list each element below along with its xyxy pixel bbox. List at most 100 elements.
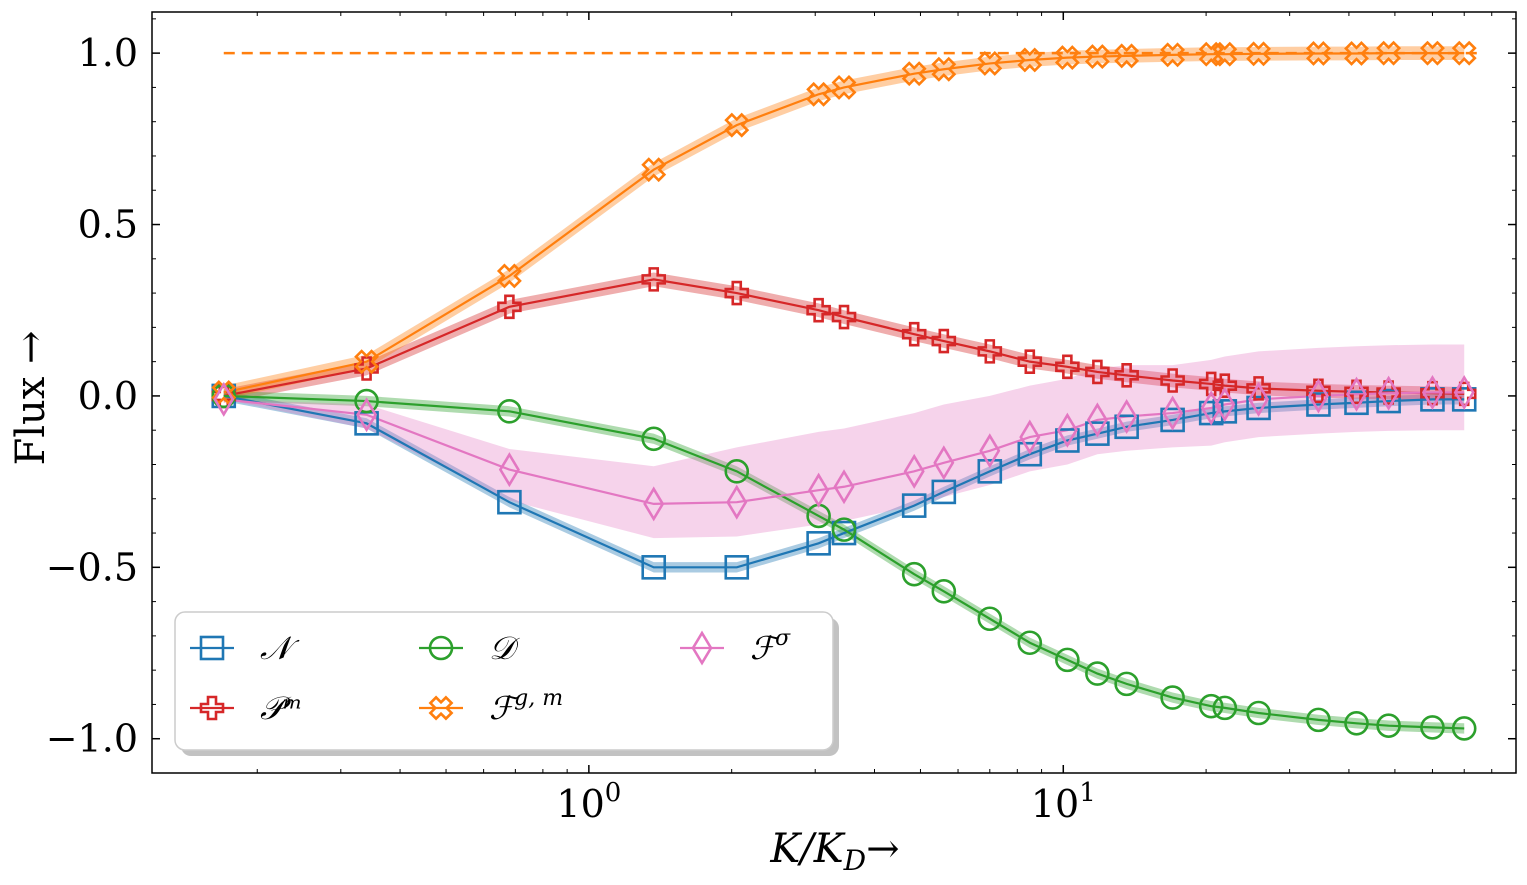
band-series-1 — [223, 272, 1465, 403]
point-series-1 — [724, 280, 750, 306]
point-series-1 — [1451, 381, 1477, 407]
point-series-1 — [977, 339, 1003, 364]
point-series-2 — [724, 459, 750, 484]
point-series-0 — [1212, 399, 1238, 424]
point-series-4 — [1162, 395, 1184, 431]
x-tick-label: 100 — [556, 778, 621, 826]
point-series-0 — [1306, 392, 1331, 417]
point-series-2 — [1306, 707, 1331, 733]
point-series-2 — [1376, 713, 1401, 738]
point-series-1 — [1160, 368, 1185, 393]
x-tick-base: 10 — [556, 782, 604, 826]
point-series-3 — [1084, 44, 1110, 70]
y-tick-label: 0.5 — [78, 203, 138, 247]
legend-marker-2 — [428, 635, 454, 661]
x-axis-label-subscript: D — [843, 844, 866, 877]
point-series-0 — [977, 459, 1003, 484]
point-series-2 — [1451, 716, 1477, 741]
point-series-3 — [977, 50, 1003, 76]
x-tick-exponent: 1 — [1079, 778, 1096, 808]
point-series-3 — [1376, 40, 1402, 66]
y-axis-label: Flux → — [8, 330, 54, 465]
point-series-4 — [1019, 419, 1041, 455]
x-axis-label: K/KD→ — [769, 826, 899, 877]
legend-marker-0 — [199, 635, 225, 661]
point-series-1 — [497, 294, 522, 320]
point-series-4 — [1086, 402, 1108, 438]
point-series-3 — [1160, 42, 1186, 68]
point-series-3 — [931, 56, 957, 82]
point-series-4 — [903, 453, 925, 489]
point-series-0 — [1017, 441, 1043, 467]
x-axis-label-arrow: → — [866, 826, 900, 872]
point-series-3 — [1198, 41, 1224, 67]
point-series-3 — [1054, 45, 1080, 71]
point-series-4 — [498, 452, 520, 488]
y-tick-label: 0.0 — [78, 374, 138, 418]
point-series-0 — [1420, 387, 1445, 412]
point-series-0 — [641, 555, 667, 580]
x-axis-label-main: K/K — [769, 826, 845, 872]
point-series-4 — [1345, 376, 1368, 412]
point-series-3 — [641, 157, 667, 183]
point-series-2 — [1212, 695, 1238, 721]
point-series-1 — [1017, 349, 1043, 374]
point-series-3 — [724, 112, 750, 138]
band-series-4 — [223, 344, 1465, 539]
point-series-1 — [354, 356, 379, 381]
point-series-3 — [1420, 40, 1445, 66]
point-series-0 — [931, 479, 957, 505]
point-series-4 — [1214, 386, 1236, 423]
point-series-0 — [806, 531, 831, 556]
point-series-2 — [1017, 630, 1043, 656]
point-series-0 — [1055, 428, 1080, 453]
legend-label-superscript: g, m — [514, 686, 563, 711]
axis-ticks — [152, 12, 1517, 773]
legend-marker-4 — [691, 630, 713, 666]
point-series-4 — [1453, 374, 1475, 411]
y-tick-label: −0.5 — [46, 545, 138, 589]
point-series-4 — [726, 484, 748, 520]
point-series-1 — [931, 328, 957, 354]
point-series-2 — [1160, 685, 1185, 710]
point-series-1 — [641, 267, 667, 292]
point-series-2 — [641, 426, 667, 452]
band-series-3 — [223, 46, 1465, 400]
point-series-3 — [831, 74, 857, 100]
point-series-2 — [1198, 693, 1224, 719]
point-series-2 — [977, 606, 1003, 632]
point-series-3 — [1305, 41, 1331, 66]
point-series-0 — [1451, 387, 1477, 412]
point-series-0 — [1160, 407, 1185, 433]
point-series-2 — [1055, 647, 1080, 673]
point-series-4 — [1307, 378, 1329, 414]
point-series-0 — [724, 555, 750, 580]
point-series-2 — [1420, 715, 1445, 740]
point-series-4 — [1248, 381, 1270, 417]
y-tick-label: −1.0 — [46, 717, 138, 761]
legend-box — [174, 611, 834, 751]
point-series-0 — [1246, 395, 1271, 421]
point-series-4 — [1056, 412, 1078, 448]
point-series-4 — [933, 445, 955, 481]
line-series-1 — [223, 278, 1465, 398]
point-series-3 — [496, 263, 522, 289]
x-tick-base: 10 — [1031, 782, 1079, 826]
x-tick-label: 101 — [1031, 778, 1096, 826]
point-series-2 — [901, 561, 927, 587]
point-series-3 — [1114, 43, 1140, 69]
series-lines — [223, 52, 1465, 730]
legend-label-1: 𝒫ᵐ — [260, 689, 303, 727]
point-series-3 — [1212, 41, 1238, 67]
point-series-1 — [806, 297, 831, 323]
legend-label-superscript: σ — [775, 626, 791, 651]
y-tick-label: 1.0 — [78, 31, 138, 75]
point-series-3 — [1246, 41, 1272, 67]
point-series-0 — [1376, 388, 1401, 414]
point-series-1 — [1055, 354, 1080, 380]
line-series-3 — [223, 52, 1465, 394]
point-series-4 — [643, 486, 665, 522]
point-series-2 — [831, 517, 857, 542]
